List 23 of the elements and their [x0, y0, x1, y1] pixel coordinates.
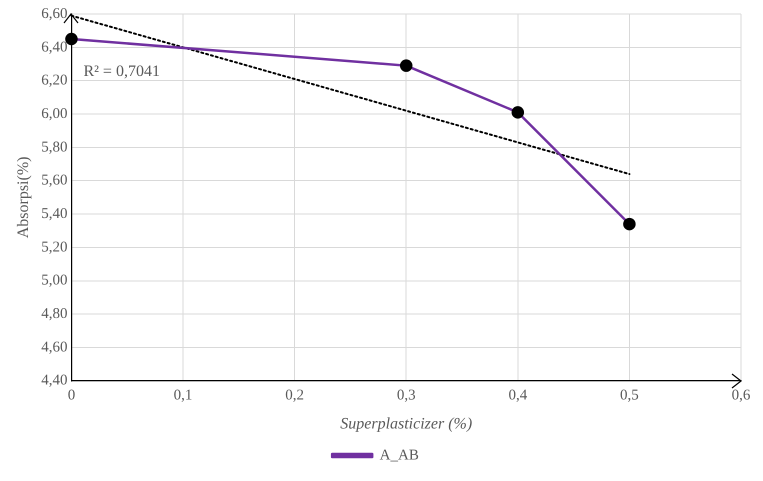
y-tick-label: 5,80: [41, 139, 68, 156]
y-tick-label: 5,60: [41, 172, 68, 189]
y-tick-label: 6,60: [41, 6, 68, 22]
x-tick-label: 0,2: [285, 388, 304, 404]
y-axis-title: Absorpsi(%): [14, 156, 32, 238]
x-axis-title: Superplasticizer (%): [340, 416, 472, 433]
y-tick-label: 6,40: [41, 39, 68, 56]
y-tick-label: 5,20: [41, 239, 68, 256]
x-tick-label: 0,6: [732, 388, 751, 404]
legend-label: A_AB: [380, 447, 419, 464]
x-tick-label: 0,3: [396, 388, 416, 404]
y-tick-label: 4,40: [41, 372, 68, 389]
x-tick-label: 0,1: [174, 388, 192, 404]
y-tick-label: 5,40: [41, 206, 68, 222]
y-tick-label: 6,00: [41, 106, 68, 122]
x-tick-label: 0: [68, 388, 76, 404]
x-tick-label: 0,5: [620, 388, 639, 404]
y-tick-label: 6,20: [41, 72, 68, 89]
y-tick-label: 4,60: [41, 339, 68, 356]
y-tick-label: 5,00: [41, 272, 68, 289]
annotation: R² = 0,7041: [83, 63, 160, 80]
x-tick-label: 0,4: [508, 388, 528, 404]
y-tick-label: 4,80: [41, 306, 68, 322]
